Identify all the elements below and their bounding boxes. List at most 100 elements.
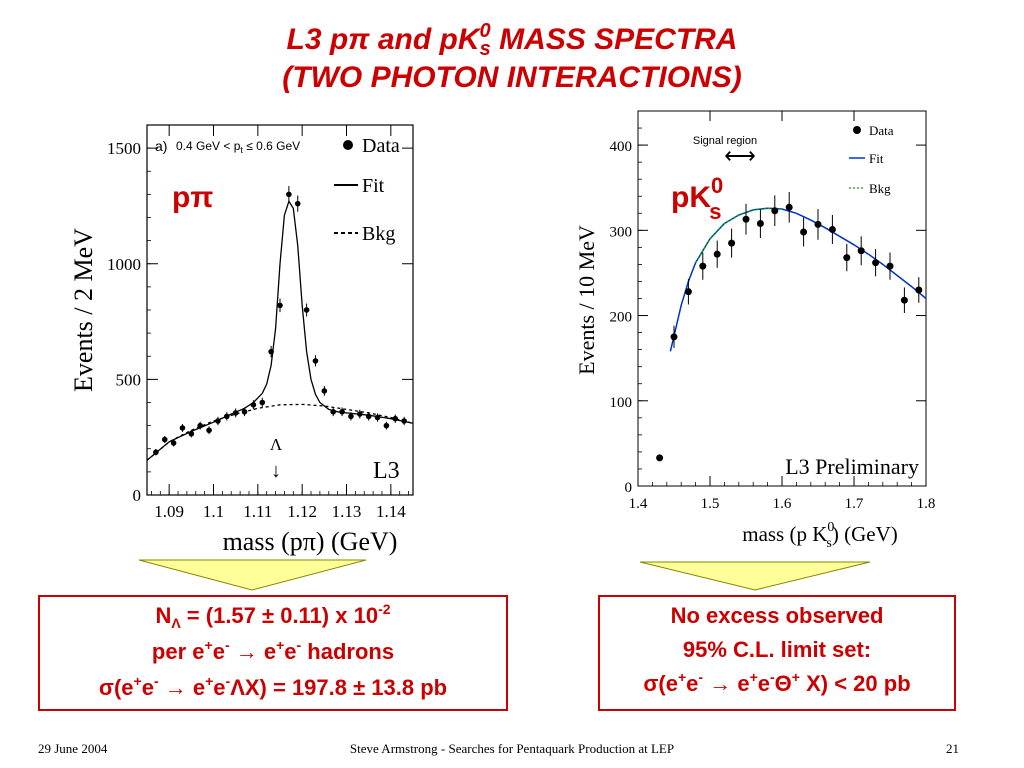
data-point bbox=[188, 430, 195, 437]
right-result-line3: σ(e+e- → e+e-Θ+ X) < 20 pb bbox=[643, 669, 911, 696]
left-result-box: NΛ = (1.57 ± 0.11) x 10-2 per e+e- → e+e… bbox=[38, 595, 508, 711]
right-y-axis-label: Events / 10 MeV bbox=[574, 225, 599, 375]
data-point bbox=[401, 418, 407, 424]
data-point bbox=[339, 408, 345, 415]
data-point bbox=[277, 302, 283, 309]
left-cut-label: 0.4 GeV < pt ≤ 0.6 GeV bbox=[176, 139, 300, 155]
left-legend: Data Fit Bkg bbox=[334, 135, 400, 245]
data-point bbox=[294, 200, 301, 207]
data-point bbox=[259, 399, 266, 406]
data-point bbox=[348, 413, 354, 420]
x-tick-label: 1.7 bbox=[845, 496, 864, 512]
left-legend-fit: Fit bbox=[362, 175, 385, 197]
data-point bbox=[321, 388, 328, 394]
slide-title-line1: L3 pπ and pK0s MASS SPECTRA bbox=[286, 20, 738, 60]
data-point bbox=[872, 259, 880, 267]
right-axis-ticks: 0 100 200 300 400 1.4 1.5 1.6 1.7 1.8 bbox=[610, 110, 936, 512]
footer-page-number: 21 bbox=[946, 741, 959, 756]
right-plot-frame bbox=[637, 110, 927, 487]
left-panel-label: a) bbox=[155, 138, 167, 154]
data-point bbox=[286, 191, 292, 198]
left-data-points bbox=[153, 186, 407, 456]
left-legend-bkg: Bkg bbox=[362, 223, 395, 245]
x-tick-label: 1.5 bbox=[701, 496, 720, 512]
left-axis-ticks: 0 500 1000 1500 1.09 1.1 1.11 1.12 1.13 1.14 bbox=[107, 124, 413, 521]
data-point bbox=[357, 411, 363, 417]
legend-data-marker bbox=[853, 126, 861, 134]
left-y-axis-label: Events / 2 MeV bbox=[69, 228, 98, 392]
data-point bbox=[215, 418, 221, 424]
right-curves bbox=[669, 207, 927, 352]
data-point bbox=[179, 425, 186, 431]
data-point bbox=[392, 415, 399, 422]
data-point bbox=[153, 449, 159, 456]
data-point bbox=[161, 436, 168, 443]
y-tick-label: 400 bbox=[610, 139, 633, 155]
data-point bbox=[303, 307, 310, 313]
right-result-line1: No excess observed bbox=[670, 603, 884, 628]
data-point bbox=[843, 254, 851, 262]
y-tick-label: 1500 bbox=[107, 139, 141, 158]
left-x-axis-label: mass (pπ) (GeV) bbox=[223, 527, 398, 556]
right-x-axis-label: mass (p K0 s) (GeV) bbox=[742, 520, 898, 551]
data-point bbox=[312, 358, 319, 364]
left-result-line1: NΛ = (1.57 ± 0.11) x 10-2 bbox=[155, 601, 391, 631]
data-point bbox=[374, 414, 381, 421]
footer-date: 29 June 2004 bbox=[38, 741, 108, 756]
data-point bbox=[814, 220, 822, 228]
right-overlay-label: pK0 s bbox=[671, 173, 723, 224]
data-point bbox=[756, 220, 764, 227]
right-down-arrow-icon bbox=[639, 561, 871, 591]
x-tick-label: 1.09 bbox=[154, 502, 184, 521]
right-legend-bkg: Bkg bbox=[869, 181, 891, 196]
lambda-arrow-icon: ↓ bbox=[271, 460, 281, 482]
lambda-symbol: Λ bbox=[270, 435, 283, 454]
data-point bbox=[713, 250, 721, 258]
data-point bbox=[224, 413, 230, 420]
data-point bbox=[241, 408, 248, 415]
y-tick-label: 100 bbox=[610, 395, 633, 411]
y-tick-label: 200 bbox=[610, 310, 633, 326]
data-point bbox=[800, 228, 808, 236]
x-tick-label: 1.11 bbox=[243, 502, 272, 521]
x-tick-label: 1.8 bbox=[917, 496, 936, 512]
data-point bbox=[915, 286, 923, 294]
x-tick-label: 1.1 bbox=[203, 502, 224, 521]
y-tick-label: 1000 bbox=[107, 255, 141, 274]
data-point bbox=[699, 262, 707, 270]
data-point bbox=[771, 207, 779, 215]
right-experiment-label: L3 Preliminary bbox=[785, 454, 919, 479]
data-point bbox=[656, 454, 664, 462]
y-tick-label: 0 bbox=[625, 480, 633, 496]
left-legend-data: Data bbox=[362, 135, 400, 157]
data-point bbox=[232, 410, 239, 416]
left-experiment-label: L3 bbox=[373, 458, 400, 484]
left-result-line2: per e+e- → e+e- hadrons bbox=[151, 637, 395, 664]
y-tick-label: 0 bbox=[133, 486, 142, 505]
fit-curve bbox=[669, 207, 927, 352]
footer-presenter: Steve Armstrong - Searches for Pentaquar… bbox=[349, 741, 675, 756]
data-point bbox=[268, 348, 274, 355]
y-tick-label: 500 bbox=[116, 370, 142, 389]
x-tick-label: 1.12 bbox=[287, 502, 317, 521]
left-down-arrow-icon bbox=[138, 559, 367, 591]
signal-region-arrow-icon: ⟷ bbox=[724, 143, 756, 168]
data-point bbox=[728, 239, 736, 247]
legend-data-marker bbox=[343, 140, 353, 150]
left-result-line3: σ(e+e- → e+e-ΛX) = 197.8 ± 13.8 pb bbox=[98, 673, 448, 700]
y-tick-label: 300 bbox=[610, 224, 633, 240]
data-point bbox=[170, 440, 177, 446]
data-point bbox=[206, 427, 212, 434]
right-legend: Data Fit Bkg bbox=[849, 123, 894, 196]
right-legend-fit: Fit bbox=[869, 151, 884, 166]
data-point bbox=[383, 422, 390, 429]
data-point bbox=[197, 422, 203, 429]
right-result-line2: 95% C.L. limit set: bbox=[682, 637, 872, 662]
data-point bbox=[900, 296, 908, 304]
data-point bbox=[785, 203, 793, 211]
data-point bbox=[742, 215, 750, 223]
x-tick-label: 1.4 bbox=[629, 496, 648, 512]
data-point bbox=[828, 225, 836, 233]
data-point bbox=[670, 333, 678, 341]
